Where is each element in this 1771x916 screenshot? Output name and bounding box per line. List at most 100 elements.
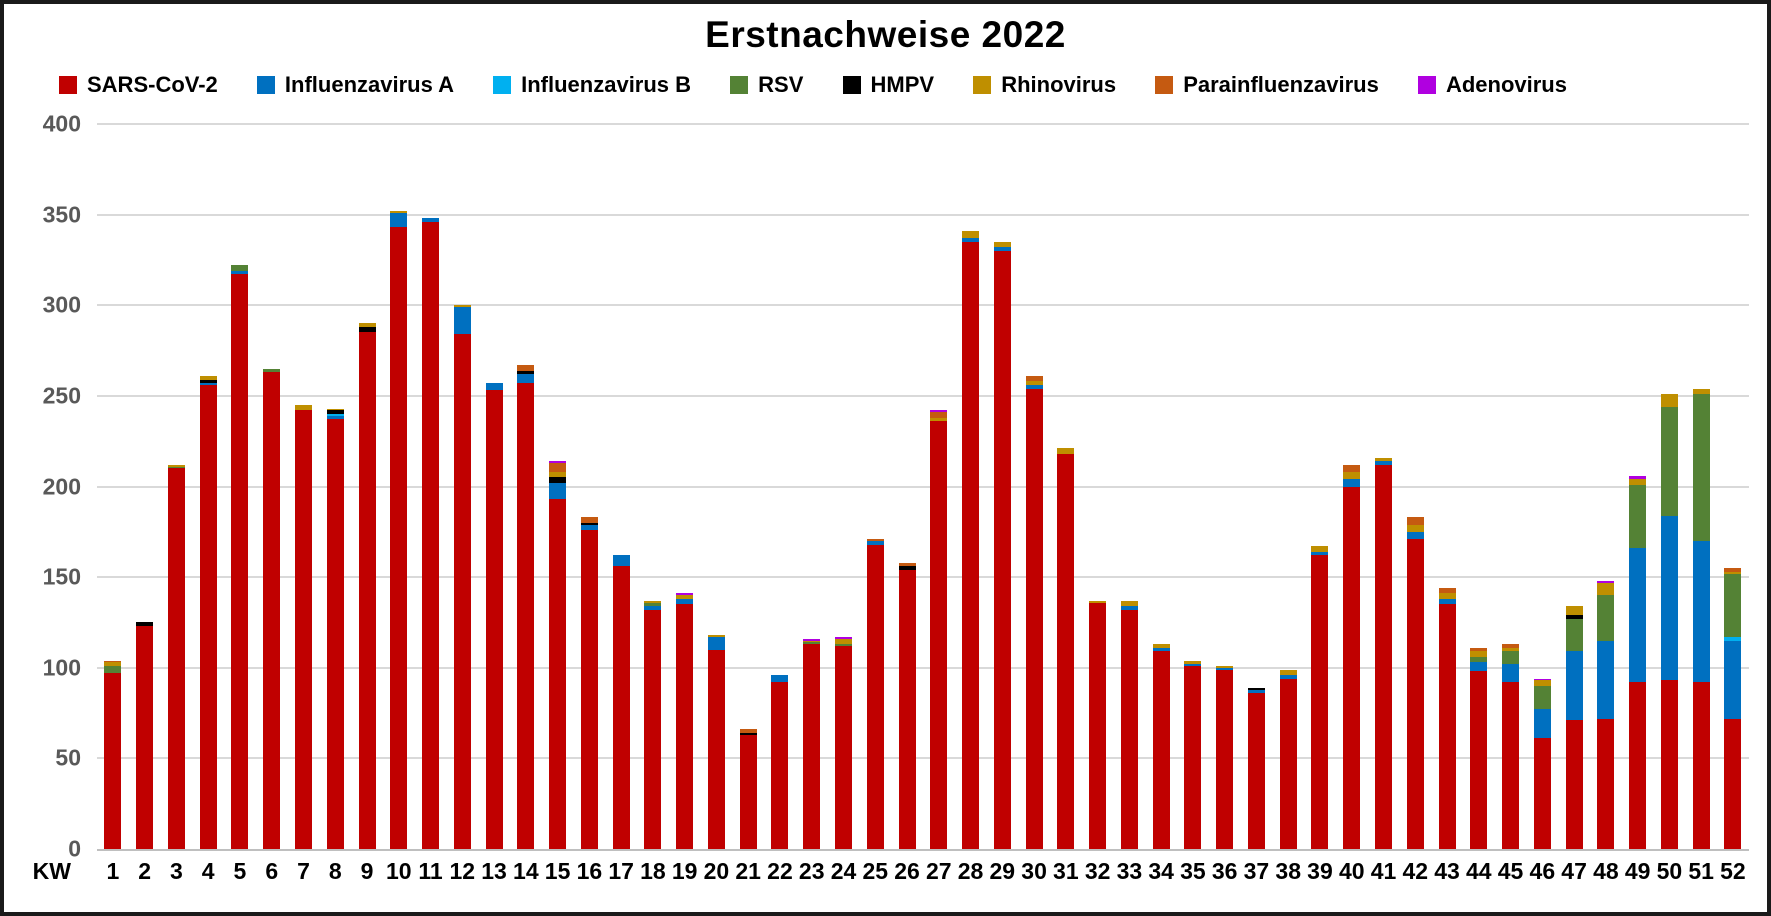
y-tick-label-200: 200 (42, 473, 81, 499)
x-tick-label-kw-20: 20 (703, 858, 730, 884)
segment-influenzavirus-a-kw-48 (1597, 640, 1615, 719)
gridline-100 (97, 666, 1749, 669)
x-tick-label-kw-12: 12 (449, 858, 476, 884)
legend-item-rsv: RSV (730, 72, 803, 98)
legend-item-hmpv: HMPV (842, 72, 935, 98)
segment-adenovirus-kw-49 (1629, 475, 1647, 480)
segment-sars-cov-2-kw-28 (962, 241, 980, 849)
segment-rhinovirus-kw-20 (707, 635, 725, 637)
bar-cell-kw-13 (478, 124, 510, 849)
segment-rhinovirus-kw-15 (549, 472, 567, 478)
segment-sars-cov-2-kw-48 (1597, 718, 1615, 849)
x-tick-label-kw-18: 18 (640, 858, 666, 884)
segment-sars-cov-2-kw-2 (136, 626, 154, 849)
segment-influenzavirus-a-kw-29 (993, 247, 1011, 251)
bar-cell-kw-39 (1304, 124, 1336, 849)
segment-sars-cov-2-kw-22 (771, 682, 789, 849)
segment-rsv-kw-47 (1565, 618, 1583, 652)
segment-rsv-kw-23 (803, 642, 821, 645)
y-tick-label-150: 150 (42, 563, 81, 590)
x-tick-label-kw-5: 5 (233, 858, 247, 884)
bar-kw-12 (453, 305, 471, 849)
segment-hmpv-kw-8 (326, 410, 344, 414)
bar-cell-kw-46 (1526, 124, 1558, 849)
segment-influenzavirus-a-kw-14 (517, 374, 535, 384)
bar-cell-kw-32 (1082, 124, 1114, 849)
bar-cell-kw-26 (891, 124, 923, 849)
segment-influenzavirus-a-kw-20 (707, 636, 725, 650)
bar-kw-49 (1629, 475, 1647, 849)
legend-label: RSV (758, 72, 804, 97)
bar-kw-51 (1692, 388, 1710, 849)
y-tick-label-350: 350 (42, 201, 81, 228)
segment-sars-cov-2-kw-39 (1311, 555, 1329, 849)
gridline-400 (97, 123, 1749, 125)
bar-cell-kw-9 (351, 124, 383, 849)
x-tick-label-kw-9: 9 (360, 858, 374, 884)
segment-sars-cov-2-kw-50 (1660, 680, 1678, 849)
bar-cell-kw-45 (1495, 124, 1527, 849)
bar-kw-45 (1502, 644, 1520, 849)
bar-cell-kw-24 (828, 124, 860, 849)
bar-cell-kw-4 (192, 124, 224, 849)
bar-kw-46 (1533, 678, 1551, 849)
segment-influenzavirus-a-kw-8 (326, 415, 344, 420)
segment-sars-cov-2-kw-18 (644, 609, 662, 849)
segment-rhinovirus-kw-39 (1311, 546, 1329, 552)
x-tick-label-kw-45: 45 (1497, 858, 1524, 884)
bar-cell-kw-50 (1654, 124, 1686, 849)
segment-influenzavirus-a-kw-33 (1120, 606, 1138, 610)
bar-kw-20 (707, 635, 725, 849)
segment-rsv-kw-24 (834, 644, 852, 646)
segment-hmpv-kw-4 (199, 379, 217, 384)
legend-item-parainfluenzavirus: Parainfluenzavirus (1155, 72, 1379, 98)
segment-parainfluenzavirus-kw-43 (1438, 588, 1456, 594)
bar-cell-kw-15 (542, 124, 574, 849)
segment-sars-cov-2-kw-42 (1406, 539, 1424, 849)
legend-label: Rhinovirus (1001, 72, 1117, 97)
x-tick-label-kw-35: 35 (1180, 858, 1206, 884)
bar-cell-kw-19 (669, 124, 701, 849)
bar-cell-kw-51 (1685, 124, 1717, 849)
segment-influenzavirus-a-kw-10 (390, 212, 408, 228)
bar-cell-kw-37 (1241, 124, 1273, 849)
segment-sars-cov-2-kw-5 (231, 274, 249, 849)
x-tick-label-kw-8: 8 (328, 858, 342, 884)
segment-sars-cov-2-kw-37 (1247, 693, 1265, 849)
x-tick-label-kw-14: 14 (513, 858, 539, 884)
segment-rhinovirus-kw-7 (294, 404, 312, 411)
segment-sars-cov-2-kw-21 (739, 734, 757, 849)
segment-rhinovirus-kw-31 (1057, 448, 1075, 454)
segment-sars-cov-2-kw-49 (1629, 682, 1647, 849)
segment-influenzavirus-a-kw-39 (1311, 551, 1329, 556)
segment-influenzavirus-a-kw-44 (1470, 662, 1488, 672)
plot-area: 0 50 100 150 200 250 300 350 400 (43, 111, 1749, 862)
x-tick-label-kw-23: 23 (798, 858, 825, 884)
bar-kw-23 (803, 638, 821, 849)
bar-kw-26 (898, 562, 916, 849)
bar-kw-11 (422, 218, 440, 849)
segment-rhinovirus-kw-33 (1120, 600, 1138, 607)
bar-cell-kw-8 (319, 124, 351, 849)
segment-sars-cov-2-kw-46 (1533, 738, 1551, 849)
segment-influenzavirus-a-kw-36 (1216, 667, 1234, 670)
x-tick-label-kw-24: 24 (830, 858, 857, 884)
segment-parainfluenzavirus-kw-21 (739, 729, 757, 733)
bar-cell-kw-1 (97, 124, 129, 849)
segment-parainfluenzavirus-kw-16 (580, 517, 598, 523)
segment-sars-cov-2-kw-29 (993, 250, 1011, 849)
legend-item-influenzavirus-a: Influenzavirus A (256, 72, 454, 98)
bar-cell-kw-48 (1590, 124, 1622, 849)
x-tick-label-kw-21: 21 (735, 858, 761, 884)
gridline-200 (97, 485, 1749, 488)
x-tick-label-kw-42: 42 (1402, 858, 1429, 884)
segment-rhinovirus-kw-44 (1470, 651, 1488, 657)
segment-influenzavirus-a-kw-45 (1502, 664, 1520, 683)
bar-kw-18 (644, 600, 662, 849)
bar-kw-43 (1438, 588, 1456, 849)
bar-cell-kw-2 (129, 124, 161, 849)
segment-sars-cov-2-kw-10 (390, 227, 408, 849)
legend-label: HMPV (870, 72, 935, 97)
x-tick-label-kw-4: 4 (201, 858, 215, 884)
segment-sars-cov-2-kw-31 (1057, 453, 1075, 849)
